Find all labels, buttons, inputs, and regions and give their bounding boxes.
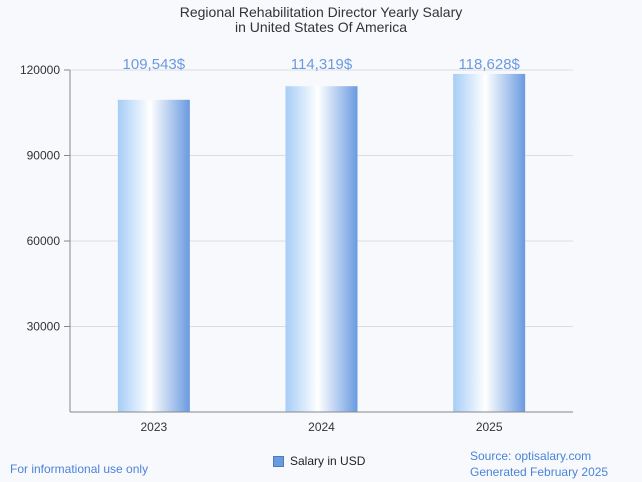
x-tick-label: 2023 xyxy=(140,420,167,434)
chart-title-line-1: Regional Rehabilitation Director Yearly … xyxy=(180,4,463,20)
y-tick-label: 120000 xyxy=(20,63,60,77)
bar-2023[interactable] xyxy=(117,99,190,412)
chart-title-line-2: in United States Of America xyxy=(235,19,407,35)
legend-swatch xyxy=(273,455,284,467)
data-label-2025: 118,628$ xyxy=(458,56,520,73)
x-tick-label: 2025 xyxy=(476,420,503,434)
legend[interactable]: Salary in USD xyxy=(273,454,365,468)
bar-2024[interactable] xyxy=(285,86,358,412)
footer-source: Source: optisalary.com xyxy=(470,449,592,463)
y-tick-label: 30000 xyxy=(27,320,61,334)
labels: 30000 60000 90000 120000 2023 109,543$ 2024 114… xyxy=(20,56,521,434)
bar-2025[interactable] xyxy=(453,73,526,412)
footer-generated: Generated February 2025 xyxy=(470,465,609,479)
bars xyxy=(117,73,526,412)
legend-label: Salary in USD xyxy=(290,454,366,468)
data-label-2024: 114,319$ xyxy=(291,56,353,73)
y-tick-label: 90000 xyxy=(27,149,61,163)
footer-disclaimer: For informational use only xyxy=(10,462,149,476)
x-tick-label: 2024 xyxy=(308,420,335,434)
data-label-2023: 109,543$ xyxy=(123,56,186,73)
footer-source-block: Source: optisalary.com Generated Februar… xyxy=(470,448,608,480)
y-tick-label: 60000 xyxy=(27,234,61,248)
